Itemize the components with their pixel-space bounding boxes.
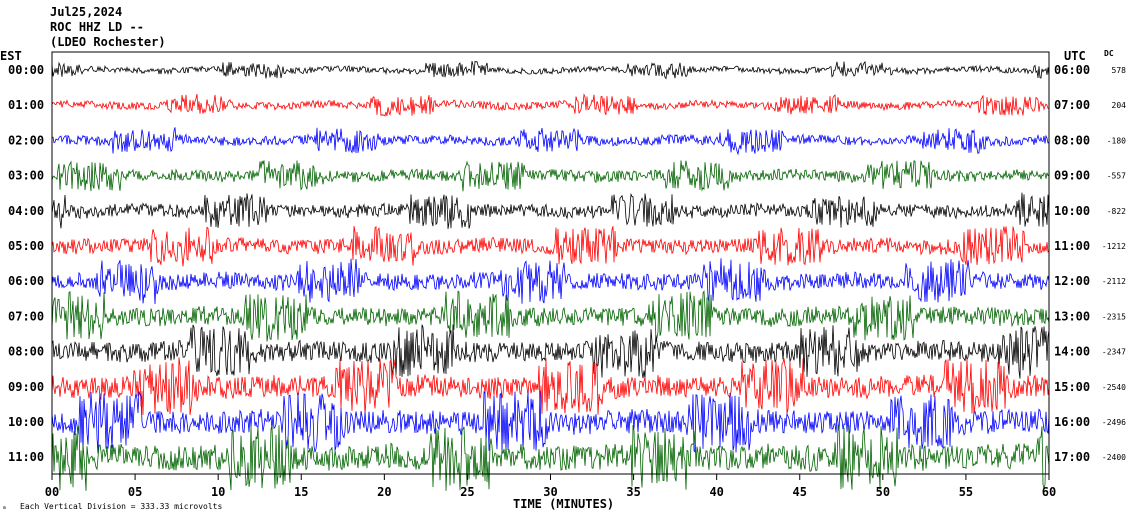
utc-time-label: 07:00: [1054, 98, 1090, 112]
est-time-label: 05:00: [8, 239, 44, 253]
trace-line-row-6: [51, 258, 1050, 305]
est-time-label: 02:00: [8, 133, 44, 147]
utc-time-label: 13:00: [1054, 309, 1090, 323]
dc-offset-label: -2347: [1102, 348, 1126, 357]
trace-line-row-2: [51, 127, 1050, 156]
trace-line-row-8: [51, 324, 1050, 379]
dc-offset-label: 578: [1112, 66, 1127, 75]
x-axis-label: TIME (MINUTES): [513, 497, 614, 511]
trace-line-row-9: [51, 357, 1050, 415]
dc-offset-label: -2496: [1102, 418, 1126, 427]
utc-time-label: 09:00: [1054, 169, 1090, 183]
dc-header: DC: [1104, 49, 1114, 58]
est-time-label: 04:00: [8, 204, 44, 218]
utc-zone-label: UTC: [1064, 49, 1086, 63]
trace-line-row-11: [51, 424, 1050, 491]
est-time-label: 09:00: [8, 380, 44, 394]
utc-time-label: 06:00: [1054, 63, 1090, 77]
scale-icon: ₘ: [2, 502, 7, 511]
est-time-label: 03:00: [8, 169, 44, 183]
x-tick-label: 55: [959, 485, 973, 499]
est-time-label: 10:00: [8, 415, 44, 429]
x-tick-label: 10: [211, 485, 225, 499]
est-zone-label: EST: [0, 49, 22, 63]
header-date: Jul25,2024: [50, 5, 122, 19]
utc-time-label: 15:00: [1054, 380, 1090, 394]
est-time-label: 01:00: [8, 98, 44, 112]
dc-offset-label: -822: [1107, 207, 1126, 216]
trace-line-row-4: [51, 192, 1050, 229]
x-tick-label: 00: [45, 485, 59, 499]
dc-offset-label: -557: [1107, 172, 1126, 181]
x-tick-label: 15: [294, 485, 308, 499]
utc-time-label: 10:00: [1054, 204, 1090, 218]
est-time-label: 07:00: [8, 309, 44, 323]
trace-line-row-10: [51, 390, 1050, 454]
utc-time-label: 11:00: [1054, 239, 1090, 253]
dc-offset-label: -180: [1107, 136, 1126, 145]
x-tick-label: 30: [543, 485, 557, 499]
est-time-label: 11:00: [8, 450, 44, 464]
header-network: (LDEO Rochester): [50, 35, 166, 49]
x-tick-label: 25: [460, 485, 474, 499]
est-time-label: 00:00: [8, 63, 44, 77]
est-time-label: 08:00: [8, 345, 44, 359]
trace-line-row-5: [51, 225, 1050, 267]
dc-offset-label: -2315: [1102, 312, 1126, 321]
trace-line-row-0: [51, 60, 1050, 80]
x-axis-ticks: 00 05 10 15 20 25 30 35 40 45 50 55 60: [45, 474, 1056, 499]
est-time-label: 06:00: [8, 274, 44, 288]
x-tick-label: 05: [128, 485, 142, 499]
x-tick-label: 40: [709, 485, 723, 499]
header-station: ROC HHZ LD --: [50, 20, 144, 34]
utc-time-label: 17:00: [1054, 450, 1090, 464]
utc-time-label: 16:00: [1054, 415, 1090, 429]
dc-offset-label: -2112: [1102, 277, 1126, 286]
x-tick-label: 35: [626, 485, 640, 499]
utc-time-label: 14:00: [1054, 345, 1090, 359]
scale-note: Each Vertical Division = 333.33 microvol…: [20, 502, 222, 511]
dc-offset-label: -2400: [1102, 453, 1126, 462]
dc-offset-label: -2540: [1102, 383, 1126, 392]
x-tick-label: 50: [876, 485, 890, 499]
x-tick-label: 20: [377, 485, 391, 499]
seismic-traces: [51, 60, 1050, 491]
trace-line-row-7: [51, 289, 1050, 342]
row-labels: 00:00 06:00 578 01:00 07:00 204 02:00 08:00 -180…: [8, 63, 1126, 464]
x-tick-label: 60: [1042, 485, 1056, 499]
trace-line-row-1: [51, 93, 1050, 117]
x-tick-label: 45: [793, 485, 807, 499]
dc-offset-label: -1212: [1102, 242, 1126, 251]
utc-time-label: 12:00: [1054, 274, 1090, 288]
utc-time-label: 08:00: [1054, 133, 1090, 147]
dc-offset-label: 204: [1112, 101, 1127, 110]
trace-line-row-3: [51, 160, 1050, 192]
